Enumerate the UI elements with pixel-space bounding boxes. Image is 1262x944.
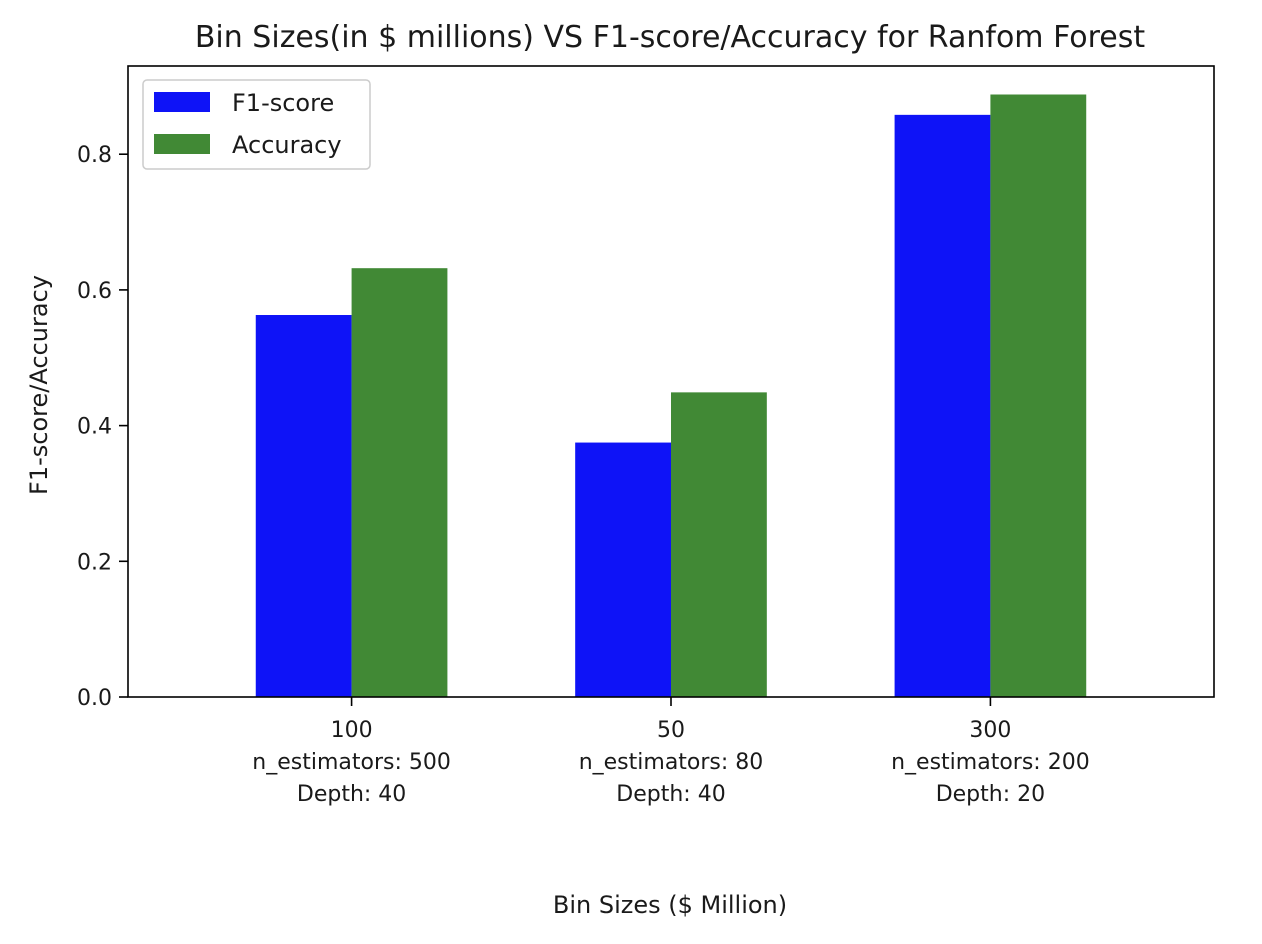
bar-accuracy-50 <box>671 392 767 697</box>
x-tick-label: 50 <box>657 718 685 743</box>
bar-accuracy-300 <box>990 94 1087 697</box>
x-tick-label: Depth: 40 <box>297 782 406 807</box>
bar-f1-score-300 <box>894 114 991 698</box>
legend: F1-score Accuracy <box>142 79 371 170</box>
chart-title: Bin Sizes(in $ millions) VS F1-score/Acc… <box>195 20 1146 55</box>
x-axis: 100 n_estimators: 500 Depth: 40 50 n_estimat… <box>252 697 1090 807</box>
legend-swatch-f1-score <box>154 92 210 112</box>
y-tick-label: 0.2 <box>77 550 112 575</box>
y-axis-label: F1-score/Accuracy <box>25 275 53 495</box>
y-tick-label: 0.0 <box>77 686 112 711</box>
bar-accuracy-100 <box>351 268 448 697</box>
bar-f1-score-100 <box>255 315 352 697</box>
x-tick-label: n_estimators: 80 <box>579 750 764 775</box>
bars-group <box>255 94 1087 698</box>
x-tick-label: 100 <box>331 718 373 743</box>
x-tick-label: Depth: 40 <box>616 782 725 807</box>
y-tick-label: 0.4 <box>77 415 112 440</box>
y-axis: 0.0 0.2 0.4 0.6 0.8 <box>77 143 128 711</box>
x-tick-label: 300 <box>969 718 1011 743</box>
legend-label-accuracy: Accuracy <box>232 131 342 159</box>
x-tick-label: n_estimators: 200 <box>891 750 1090 775</box>
y-tick-label: 0.6 <box>77 279 112 304</box>
x-tick-label: n_estimators: 500 <box>252 750 451 775</box>
legend-label-f1-score: F1-score <box>232 89 334 117</box>
bar-f1-score-50 <box>575 442 671 697</box>
y-tick-label: 0.8 <box>77 143 112 168</box>
x-axis-label: Bin Sizes ($ Million) <box>553 891 787 919</box>
legend-swatch-accuracy <box>154 134 210 154</box>
x-tick-label: Depth: 20 <box>936 782 1045 807</box>
